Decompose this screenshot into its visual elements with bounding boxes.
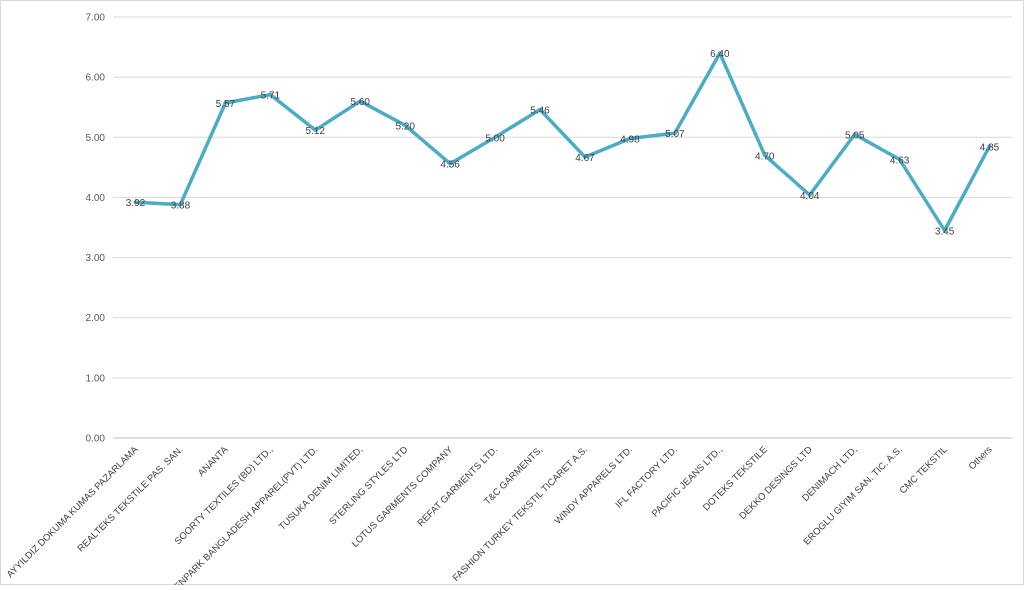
data-point xyxy=(268,92,273,97)
y-tick-label: 5.00 xyxy=(86,133,106,144)
data-point xyxy=(583,155,587,159)
data-label: 5.07 xyxy=(665,129,685,140)
y-tick-label: 4.00 xyxy=(86,193,106,204)
data-point xyxy=(313,128,318,132)
data-point xyxy=(897,157,902,162)
y-tick-label: 2.00 xyxy=(86,313,106,324)
data-point xyxy=(403,123,407,128)
data-point xyxy=(178,202,183,207)
y-axis-ticks: 0.00 1.00 2.00 3.00 4.00 5.00 6.00 7.00 xyxy=(86,13,106,445)
data-point xyxy=(448,161,452,166)
data-label: 3.92 xyxy=(126,198,146,209)
data-label: 3.45 xyxy=(935,227,955,238)
y-tick-label: 0.00 xyxy=(86,434,106,445)
data-point xyxy=(807,193,812,197)
x-category-label: ANANTA xyxy=(196,444,231,479)
data-point xyxy=(493,135,497,140)
x-category-label: CMC TEKSTIL xyxy=(898,444,950,496)
data-point xyxy=(628,136,632,141)
data-point xyxy=(762,153,767,158)
y-tick-label: 7.00 xyxy=(86,13,106,24)
data-label: 5.12 xyxy=(306,126,326,137)
y-tick-label: 3.00 xyxy=(86,253,106,264)
data-label: 5.60 xyxy=(350,97,370,108)
y-tick-label: 6.00 xyxy=(86,73,106,84)
data-label: 5.05 xyxy=(845,130,865,141)
series-line-group xyxy=(133,51,992,233)
data-label: 4.04 xyxy=(800,191,820,202)
x-category-label: EROGLU GIYIM SAN. TIC. A.S. xyxy=(802,444,905,547)
data-point xyxy=(852,132,857,137)
x-axis-categories: AYYILDIZ DOKUMA KUMAS PAZARLAMAREALTEKS … xyxy=(5,444,995,590)
x-category-label: Others xyxy=(967,444,995,472)
y-tick-label: 1.00 xyxy=(86,373,106,384)
x-category-label: REFAT GARMENTS LTD. xyxy=(416,444,501,529)
data-label: 5.46 xyxy=(530,106,550,117)
data-label: 5.57 xyxy=(216,99,236,110)
data-point xyxy=(942,228,947,233)
gridlines xyxy=(113,16,1012,439)
data-label: 4.70 xyxy=(755,151,775,162)
data-label: 4.85 xyxy=(980,142,1000,153)
data-point xyxy=(223,101,228,105)
data-label: 5.71 xyxy=(261,91,281,102)
data-label: 4.98 xyxy=(620,134,640,145)
data-point xyxy=(987,144,992,149)
x-category-label: DEKKO DESINGS LTD xyxy=(737,444,815,522)
data-label: 4.56 xyxy=(440,160,460,171)
data-label: 4.67 xyxy=(575,153,595,164)
x-category-label: TUSUKA DENIM LIMITED, xyxy=(277,444,365,532)
data-point xyxy=(673,131,677,135)
data-label: 4.63 xyxy=(890,156,910,167)
x-category-label: STERLING STYLES LTD xyxy=(327,444,410,527)
data-point xyxy=(133,200,138,205)
data-label: 5.20 xyxy=(395,121,415,132)
x-category-label: WINDY APPARELS LTD. xyxy=(553,444,635,526)
data-label: 3.88 xyxy=(171,201,191,212)
data-label: 5.00 xyxy=(485,133,505,144)
data-point xyxy=(358,99,363,103)
data-point xyxy=(718,51,722,55)
data-label: 6.40 xyxy=(710,49,730,60)
data-labels: 3.92 3.88 5.57 5.71 5.12 5.60 5.20 4.56 5.00 5.46… xyxy=(126,49,1000,237)
data-point xyxy=(538,107,542,112)
series-line xyxy=(133,51,992,233)
